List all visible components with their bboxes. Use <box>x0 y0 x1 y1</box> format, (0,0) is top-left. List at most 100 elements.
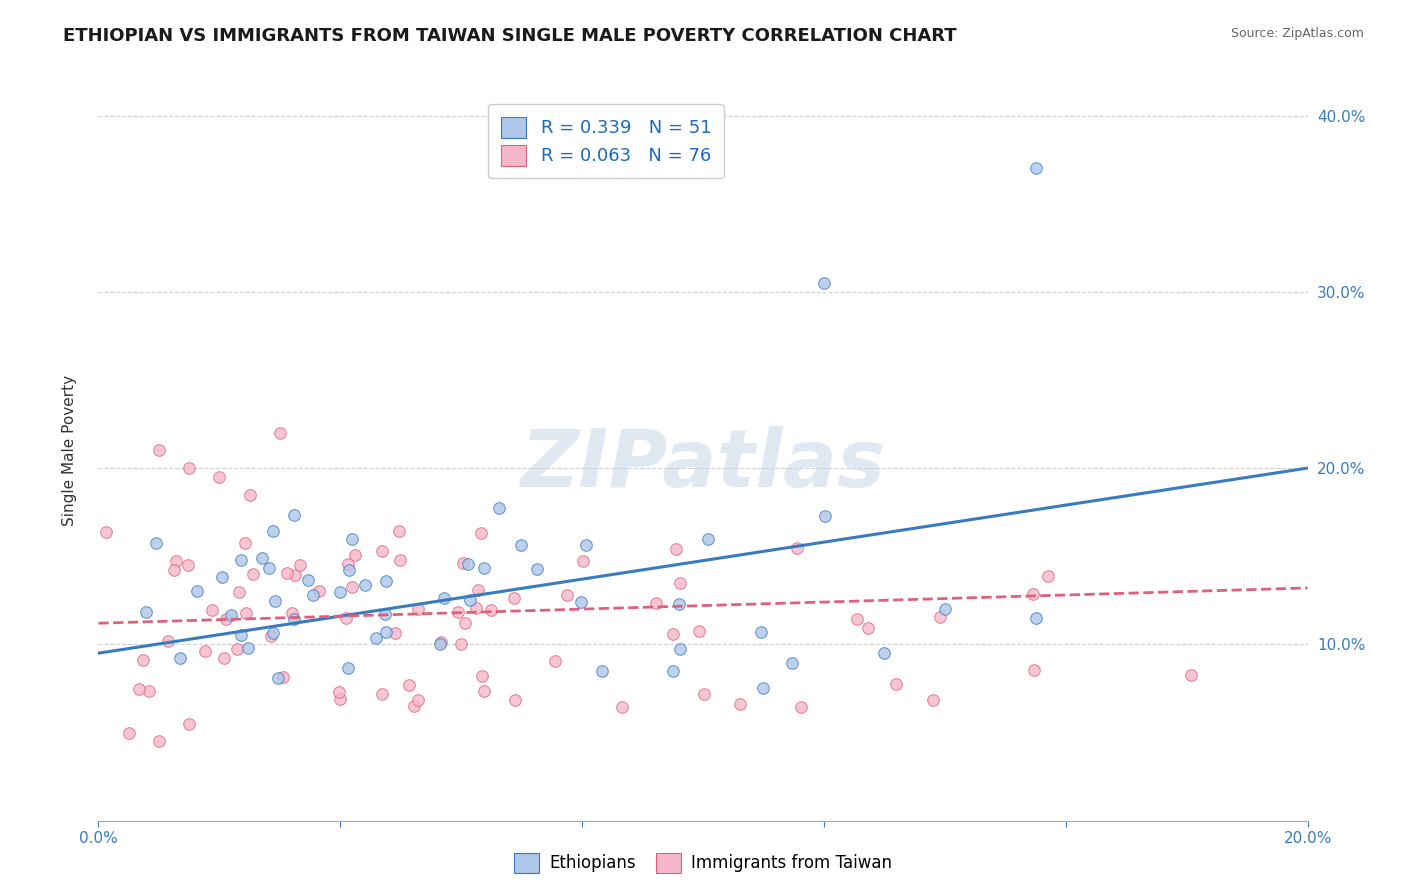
Point <box>148 734 170 748</box>
Point <box>284 568 307 582</box>
Point <box>337 661 360 675</box>
Point <box>283 508 305 522</box>
Point <box>457 558 479 572</box>
Point <box>340 532 363 546</box>
Point <box>375 574 398 588</box>
Point <box>297 574 319 588</box>
Point <box>179 461 201 475</box>
Text: ZIPatlas: ZIPatlas <box>520 426 886 504</box>
Point <box>481 602 503 616</box>
Point <box>163 563 186 577</box>
Point <box>328 685 350 699</box>
Text: ETHIOPIAN VS IMMIGRANTS FROM TAIWAN SINGLE MALE POVERTY CORRELATION CHART: ETHIOPIAN VS IMMIGRANTS FROM TAIWAN SING… <box>63 27 957 45</box>
Point <box>555 588 578 602</box>
Point <box>145 535 167 549</box>
Point <box>228 585 250 599</box>
Point <box>94 524 117 539</box>
Point <box>128 682 150 697</box>
Point <box>543 654 565 668</box>
Point <box>749 625 772 640</box>
Point <box>371 543 394 558</box>
Point <box>728 697 751 711</box>
Point <box>283 612 305 626</box>
Point <box>225 642 247 657</box>
Point <box>242 566 264 581</box>
Point <box>233 536 256 550</box>
Legend: Ethiopians, Immigrants from Taiwan: Ethiopians, Immigrants from Taiwan <box>508 847 898 880</box>
Point <box>302 588 325 602</box>
Point <box>260 629 283 643</box>
Point <box>212 651 235 665</box>
Point <box>503 591 526 605</box>
Point <box>1024 611 1046 625</box>
Point <box>571 554 593 568</box>
Point <box>430 635 453 649</box>
Point <box>148 443 170 458</box>
Point <box>488 500 510 515</box>
Point <box>156 634 179 648</box>
Point <box>374 607 396 621</box>
Point <box>371 687 394 701</box>
Point <box>450 637 472 651</box>
Point <box>591 664 613 678</box>
Point <box>858 621 880 635</box>
Point <box>250 551 273 566</box>
Point <box>406 693 429 707</box>
Point <box>344 548 367 562</box>
Point <box>814 509 837 524</box>
Point <box>186 584 208 599</box>
Point <box>384 626 406 640</box>
Point <box>179 716 201 731</box>
Point <box>661 664 683 678</box>
Point <box>526 561 548 575</box>
Point <box>693 688 716 702</box>
Point <box>669 575 692 590</box>
Point <box>235 606 257 620</box>
Point <box>165 554 187 568</box>
Point <box>211 570 233 584</box>
Point <box>281 607 304 621</box>
Point <box>231 553 253 567</box>
Point <box>271 670 294 684</box>
Point <box>1022 663 1045 677</box>
Point <box>612 700 634 714</box>
Point <box>308 584 330 599</box>
Point <box>780 657 803 671</box>
Legend: R = 0.339   N = 51, R = 0.063   N = 76: R = 0.339 N = 51, R = 0.063 N = 76 <box>488 104 724 178</box>
Point <box>467 583 489 598</box>
Point <box>239 487 262 501</box>
Point <box>259 561 281 575</box>
Point <box>135 605 157 619</box>
Point <box>335 611 357 625</box>
Point <box>575 538 598 552</box>
Text: Source: ZipAtlas.com: Source: ZipAtlas.com <box>1230 27 1364 40</box>
Point <box>1024 161 1046 176</box>
Point <box>201 603 224 617</box>
Point <box>387 524 409 538</box>
Point <box>288 558 311 573</box>
Point <box>340 580 363 594</box>
Point <box>132 653 155 667</box>
Point <box>688 624 710 638</box>
Point <box>364 631 387 645</box>
Point <box>263 594 285 608</box>
Point <box>329 585 352 599</box>
Point <box>752 681 775 696</box>
Point <box>696 533 718 547</box>
Point <box>665 542 688 557</box>
Point <box>790 699 813 714</box>
Point <box>661 627 683 641</box>
Point <box>329 692 352 706</box>
Point <box>389 552 412 566</box>
Point <box>845 612 868 626</box>
Point <box>118 725 141 739</box>
Point <box>472 560 495 574</box>
Point <box>813 276 835 290</box>
Point <box>465 601 488 615</box>
Point <box>1180 668 1202 682</box>
Point <box>276 566 298 581</box>
Point <box>406 601 429 615</box>
Point <box>669 641 692 656</box>
Point <box>336 557 359 571</box>
Point <box>208 470 231 484</box>
